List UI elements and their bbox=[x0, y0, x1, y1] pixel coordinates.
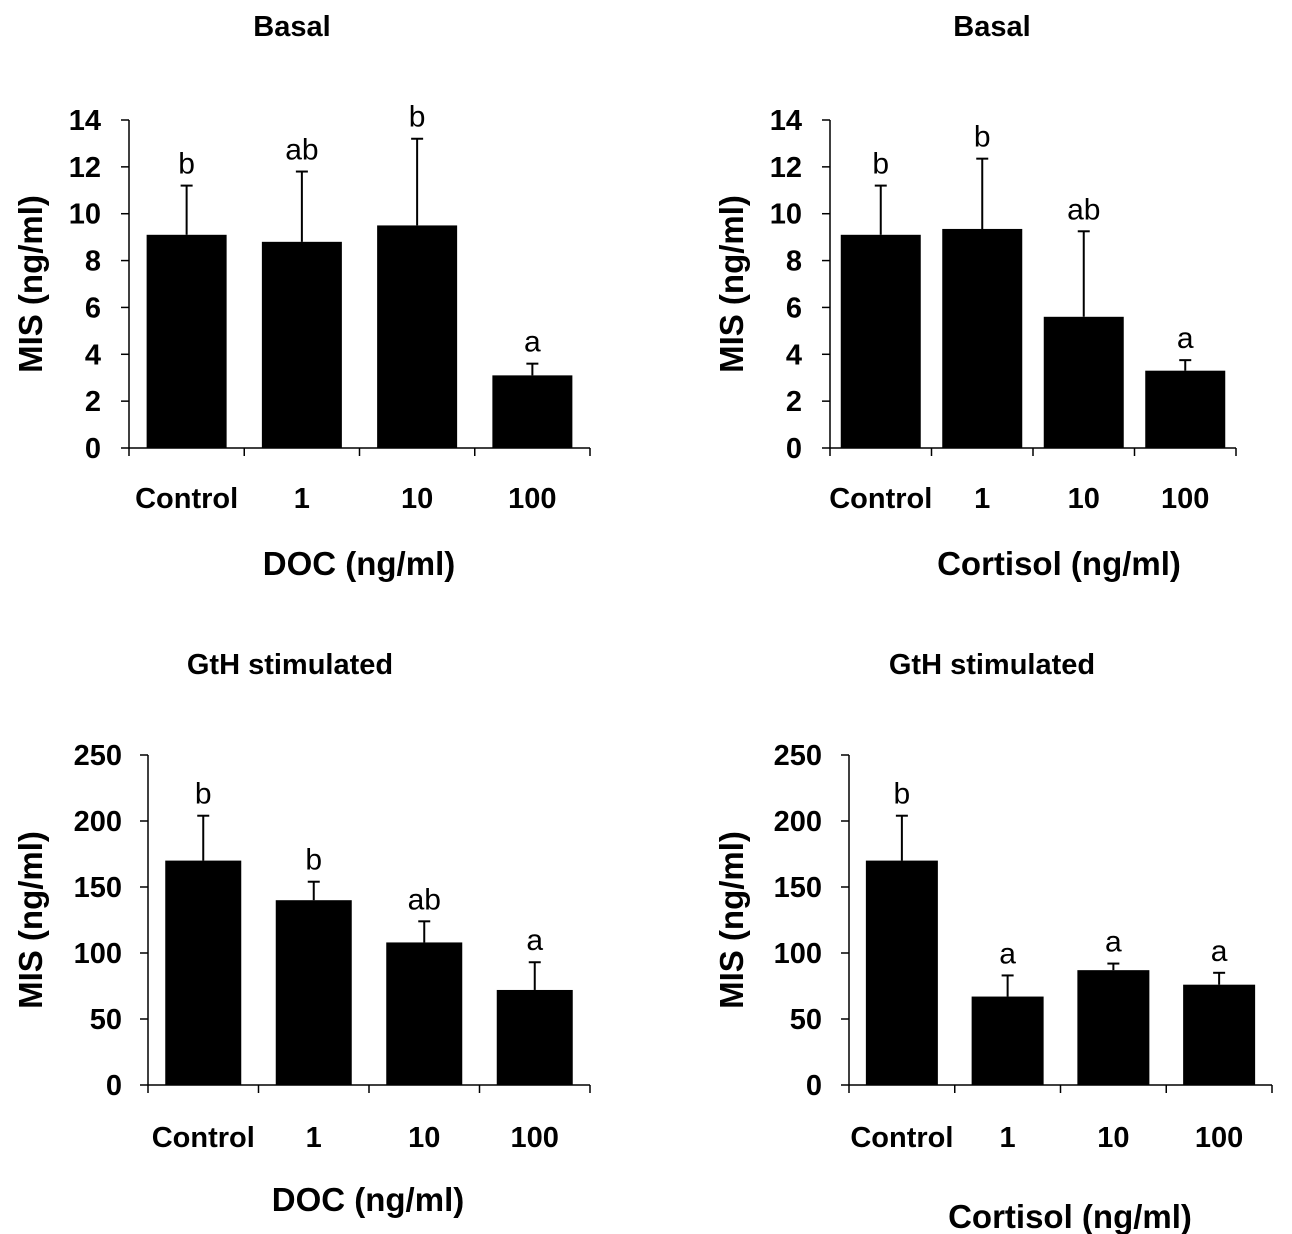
x-tick-label: 10 bbox=[1097, 1122, 1129, 1154]
bar bbox=[496, 989, 573, 1085]
y-tick-label: 2 bbox=[85, 386, 101, 418]
chart-svg: Basal 0 2 4 6 8 10 12 14 b Control b 1 ab 10 a 100 Cortis… bbox=[713, 11, 1237, 582]
chart-panel-basal-doc: Basal 0 2 4 6 8 10 12 14 b Control ab 1 b 10 a 100 DOC (n… bbox=[0, 0, 646, 617]
x-tick-label: 100 bbox=[508, 483, 556, 515]
x-tick-label: 1 bbox=[974, 483, 990, 515]
chart-svg: GtH stimulated 0 50 100 150 200 250 b Control b 1 a… bbox=[12, 649, 591, 1218]
y-tick-label: 100 bbox=[74, 938, 122, 970]
chart-title: GtH stimulated bbox=[889, 649, 1095, 681]
bar bbox=[1043, 316, 1124, 448]
x-tick-label: Control bbox=[829, 483, 932, 515]
y-tick-label: 250 bbox=[74, 740, 122, 772]
x-tick-label: 10 bbox=[408, 1122, 440, 1154]
x-tick-label: 1 bbox=[294, 483, 310, 515]
bar bbox=[165, 860, 242, 1085]
y-tick-label: 2 bbox=[786, 386, 802, 418]
y-tick-label: 12 bbox=[770, 152, 802, 184]
y-axis-label: MIS (ng/ml) bbox=[12, 195, 49, 373]
y-tick-label: 150 bbox=[74, 872, 122, 904]
y-tick-label: 14 bbox=[69, 105, 101, 137]
x-tick-label: Control bbox=[135, 483, 238, 515]
x-tick-label: Control bbox=[152, 1122, 255, 1154]
y-tick-label: 200 bbox=[74, 806, 122, 838]
y-tick-label: 4 bbox=[786, 339, 802, 371]
y-tick-label: 50 bbox=[90, 1004, 122, 1036]
x-tick-label: 10 bbox=[1068, 483, 1100, 515]
significance-label: a bbox=[999, 937, 1016, 970]
bar bbox=[942, 228, 1023, 448]
significance-label: ab bbox=[285, 134, 318, 167]
significance-label: a bbox=[1211, 935, 1228, 968]
significance-label: a bbox=[526, 924, 543, 957]
y-axis-label: MIS (ng/ml) bbox=[713, 195, 750, 373]
x-tick-label: 1 bbox=[1000, 1122, 1016, 1154]
x-tick-label: 100 bbox=[1195, 1122, 1243, 1154]
bar bbox=[840, 234, 921, 448]
y-tick-label: 10 bbox=[770, 199, 802, 231]
x-axis-label: Cortisol (ng/ml) bbox=[948, 1198, 1192, 1234]
chart-title: GtH stimulated bbox=[187, 649, 393, 681]
y-tick-label: 10 bbox=[69, 199, 101, 231]
bar bbox=[492, 375, 573, 448]
y-tick-label: 8 bbox=[786, 246, 802, 278]
chart-panel-gth-cortisol: GtH stimulated 0 50 100 150 200 250 b Control a 1 a… bbox=[646, 617, 1292, 1234]
y-tick-label: 6 bbox=[85, 292, 101, 324]
x-tick-label: Control bbox=[850, 1122, 953, 1154]
x-tick-label: 10 bbox=[401, 483, 433, 515]
chart-panel-gth-doc: GtH stimulated 0 50 100 150 200 250 b Control b 1 a… bbox=[0, 617, 646, 1234]
y-tick-label: 100 bbox=[774, 938, 822, 970]
bar bbox=[1145, 370, 1226, 448]
y-tick-label: 14 bbox=[770, 105, 802, 137]
significance-label: b bbox=[305, 844, 322, 877]
significance-label: b bbox=[178, 148, 195, 181]
x-tick-label: 1 bbox=[306, 1122, 322, 1154]
bar bbox=[386, 942, 463, 1085]
significance-label: ab bbox=[408, 883, 441, 916]
chart-title: Basal bbox=[253, 11, 330, 43]
significance-label: a bbox=[1105, 926, 1122, 959]
y-tick-label: 12 bbox=[69, 152, 101, 184]
chart-title: Basal bbox=[953, 11, 1030, 43]
bar bbox=[1183, 984, 1256, 1085]
bar bbox=[377, 225, 458, 448]
significance-label: b bbox=[409, 101, 426, 134]
y-tick-label: 8 bbox=[85, 246, 101, 278]
y-tick-label: 0 bbox=[85, 433, 101, 465]
y-tick-label: 250 bbox=[774, 740, 822, 772]
bar bbox=[261, 241, 342, 448]
y-tick-label: 6 bbox=[786, 292, 802, 324]
chart-svg: Basal 0 2 4 6 8 10 12 14 b Control ab 1 b 10 a 100 DOC (n… bbox=[12, 11, 591, 582]
significance-label: ab bbox=[1067, 193, 1100, 226]
y-tick-label: 0 bbox=[106, 1070, 122, 1102]
y-tick-label: 200 bbox=[774, 806, 822, 838]
significance-label: a bbox=[1177, 322, 1194, 355]
y-tick-label: 0 bbox=[786, 433, 802, 465]
x-tick-label: 100 bbox=[1161, 483, 1209, 515]
significance-label: b bbox=[974, 121, 991, 154]
y-axis-label: MIS (ng/ml) bbox=[12, 831, 49, 1009]
y-tick-label: 150 bbox=[774, 872, 822, 904]
y-tick-label: 0 bbox=[806, 1070, 822, 1102]
y-axis-label: MIS (ng/ml) bbox=[713, 831, 750, 1009]
significance-label: b bbox=[872, 148, 889, 181]
bar bbox=[971, 996, 1044, 1085]
bar bbox=[1077, 970, 1150, 1085]
significance-label: b bbox=[894, 778, 911, 811]
significance-label: b bbox=[195, 778, 212, 811]
chart-panel-basal-cortisol: Basal 0 2 4 6 8 10 12 14 b Control b 1 ab 10 a 100 Cortis… bbox=[646, 0, 1292, 617]
x-axis-label: DOC (ng/ml) bbox=[272, 1181, 464, 1218]
bar bbox=[146, 234, 227, 448]
x-tick-label: 100 bbox=[511, 1122, 559, 1154]
bar bbox=[275, 900, 352, 1085]
x-axis-label: DOC (ng/ml) bbox=[263, 545, 455, 582]
y-tick-label: 50 bbox=[790, 1004, 822, 1036]
chart-svg: GtH stimulated 0 50 100 150 200 250 b Control a 1 a… bbox=[713, 649, 1273, 1234]
significance-label: a bbox=[524, 326, 541, 359]
x-axis-label: Cortisol (ng/ml) bbox=[937, 545, 1181, 582]
bar bbox=[865, 860, 938, 1085]
y-tick-label: 4 bbox=[85, 339, 101, 371]
